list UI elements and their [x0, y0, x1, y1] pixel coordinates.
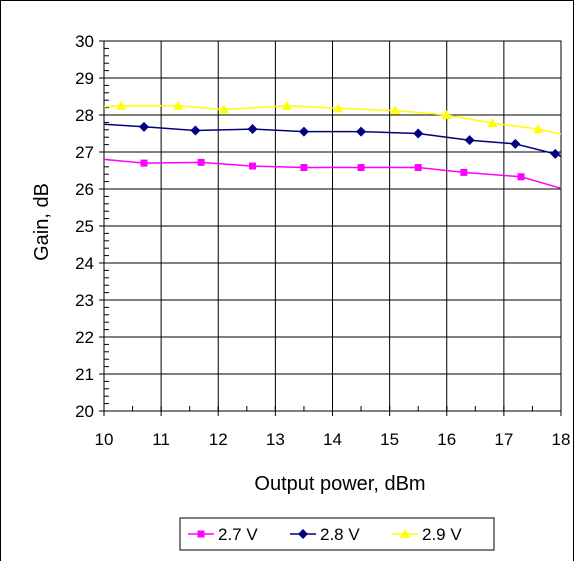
data-point	[533, 124, 544, 134]
series	[103, 100, 562, 190]
data-point	[333, 103, 344, 113]
data-point	[390, 105, 401, 115]
x-tick-label: 18	[552, 430, 571, 449]
x-tick-label: 13	[266, 430, 285, 449]
y-tick-label: 23	[75, 291, 94, 310]
legend-label: 2.7 V	[218, 525, 258, 544]
x-tick-label: 14	[323, 430, 342, 449]
x-tick-label: 15	[380, 430, 399, 449]
legend-box	[179, 517, 495, 551]
legend-label: 2.9 V	[422, 525, 462, 544]
legend-marker	[197, 530, 205, 538]
data-point	[281, 100, 292, 110]
data-point	[356, 126, 367, 137]
x-tick-label: 17	[494, 430, 513, 449]
legend-label: 2.8 V	[320, 525, 360, 544]
series-line	[103, 158, 562, 190]
y-tick-label: 25	[75, 217, 94, 236]
data-point	[173, 100, 184, 110]
data-point	[510, 138, 521, 149]
data-point	[487, 118, 498, 128]
data-point	[460, 168, 468, 176]
data-point	[441, 110, 452, 119]
y-tick-label: 30	[75, 32, 94, 51]
axes	[99, 40, 562, 416]
data-point	[464, 135, 475, 146]
y-tick-label: 22	[75, 328, 94, 347]
data-point	[249, 162, 257, 170]
data-point	[298, 126, 309, 137]
data-point	[140, 159, 148, 167]
series-2-7-v	[103, 158, 562, 190]
data-point	[550, 148, 561, 159]
y-tick-label: 27	[75, 143, 94, 162]
x-tick-label: 12	[209, 430, 228, 449]
series-2-9-v	[103, 100, 562, 135]
x-tick-label: 10	[95, 430, 114, 449]
y-tick-label: 21	[75, 365, 94, 384]
legend-marker	[400, 529, 410, 538]
y-tick-label: 24	[75, 254, 94, 273]
data-point	[218, 104, 229, 114]
data-point	[300, 164, 308, 172]
legend-entry: 2.9 V	[392, 525, 462, 544]
data-point	[116, 100, 127, 110]
y-tick-label: 20	[75, 402, 94, 421]
legend: 2.7 V 2.8 V 2.9 V	[179, 517, 495, 551]
tick-labels: 20 21 22 23 24 25 26 27 28 29 30 10 11 12 13 14 15 16 17 18	[75, 32, 570, 449]
data-point	[197, 158, 205, 166]
data-point	[138, 121, 149, 132]
plot-border	[103, 40, 562, 412]
x-tick-label: 16	[437, 430, 456, 449]
data-point	[247, 124, 258, 135]
grid	[104, 40, 562, 411]
data-point	[517, 173, 525, 181]
legend-entry: 2.8 V	[290, 525, 360, 544]
legend-marker	[298, 529, 308, 539]
y-axis-title: Gain, dB	[31, 183, 53, 261]
data-point	[413, 128, 424, 139]
series-2-8-v	[103, 121, 562, 159]
data-point	[414, 164, 422, 172]
y-tick-label: 26	[75, 180, 94, 199]
x-tick-label: 11	[152, 430, 170, 449]
legend-entry: 2.7 V	[188, 525, 258, 544]
data-point	[357, 164, 365, 172]
y-tick-label: 29	[75, 69, 94, 88]
y-tick-label: 28	[75, 106, 94, 125]
x-axis-title: Output power, dBm	[254, 473, 425, 495]
data-point	[190, 125, 201, 136]
